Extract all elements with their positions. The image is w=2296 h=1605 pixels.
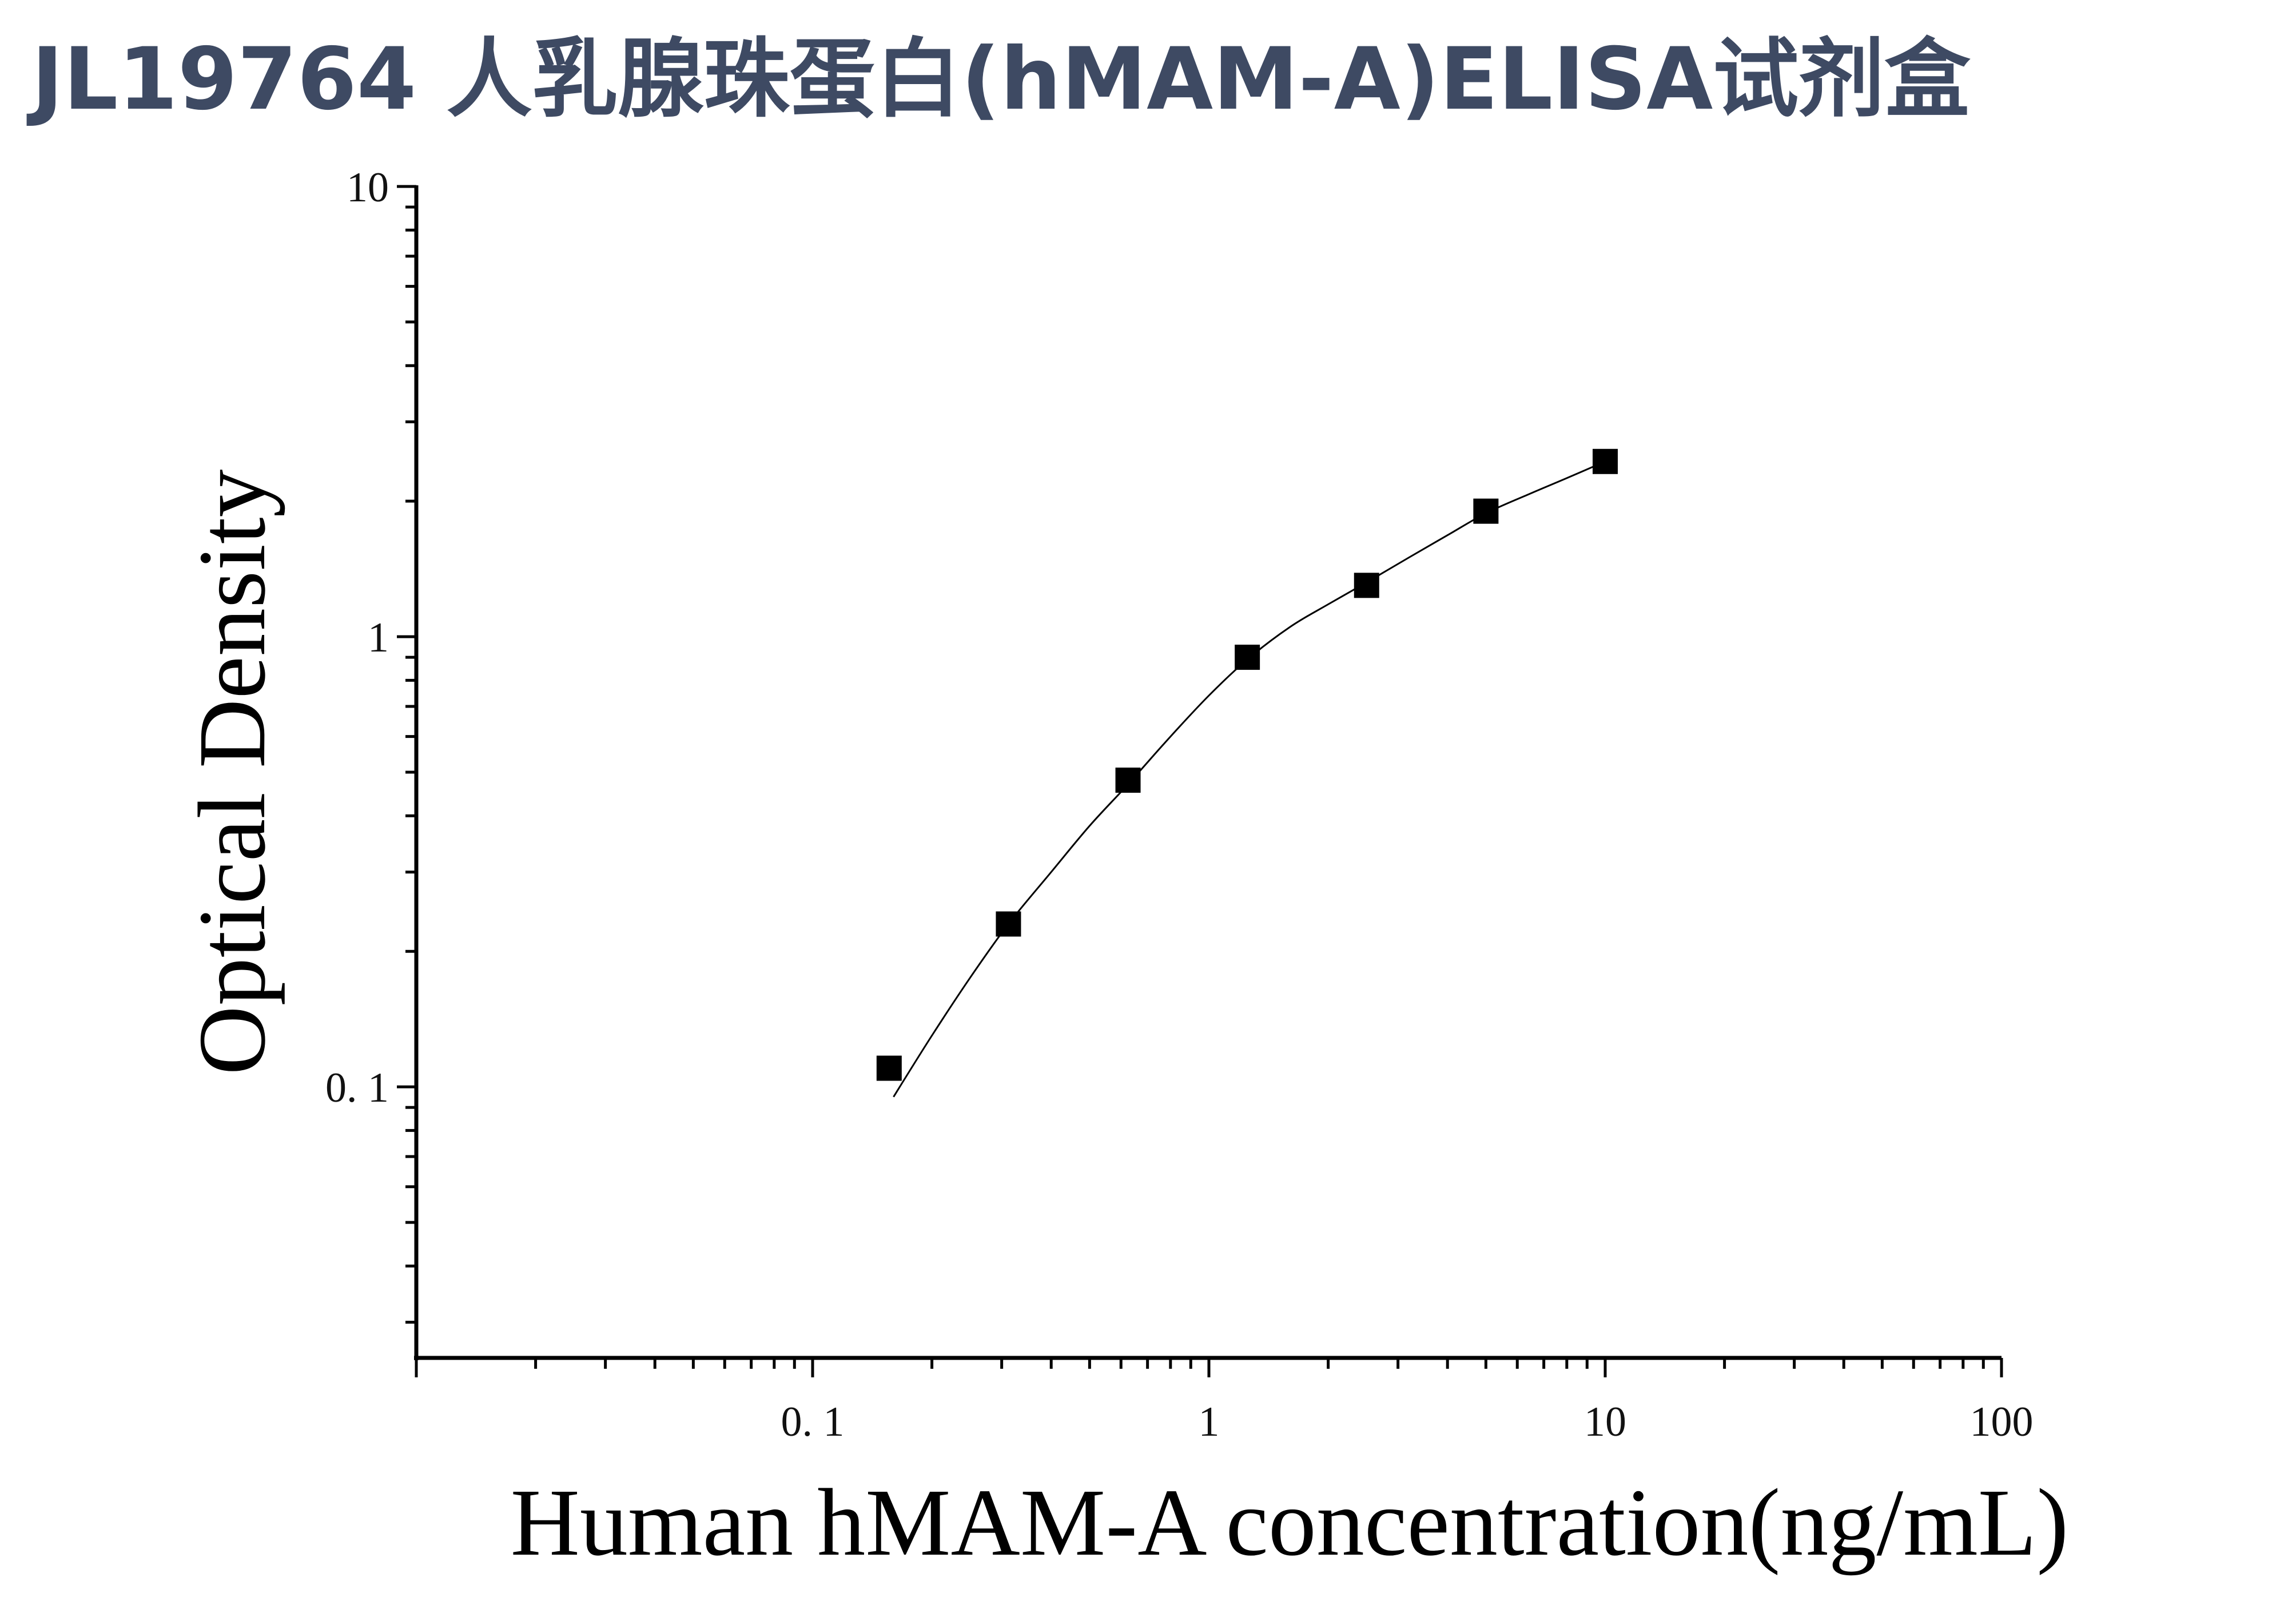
data-point <box>1473 498 1499 524</box>
x-axis-title: Human hMAM-A concentration(ng/mL) <box>511 1469 2069 1576</box>
x-tick-label: 1 <box>1199 1399 1220 1445</box>
y-tick-label: 10 <box>347 164 389 211</box>
x-tick-label: 0. 1 <box>781 1399 845 1445</box>
x-tick-label: 100 <box>1970 1399 2034 1445</box>
axes-layer: 0. 1 1 10 100 10 1 0. 1 <box>325 164 2034 1445</box>
fit-curve-layer <box>893 460 1606 1098</box>
data-point <box>1235 645 1260 670</box>
x-tick-label: 10 <box>1584 1399 1626 1445</box>
data-point <box>1115 767 1141 793</box>
fit-curve-line <box>893 460 1606 1098</box>
data-points-layer <box>876 448 1618 1081</box>
y-tick-label: 1 <box>368 614 389 661</box>
data-point <box>1354 573 1379 598</box>
y-tick-label: 0. 1 <box>325 1064 389 1111</box>
chart-title: JL19764 人乳腺珠蛋白(hMAM-A)ELISA试剂盒 <box>26 30 1971 129</box>
data-point <box>996 911 1021 937</box>
data-point <box>876 1055 902 1081</box>
y-axis-title: Optical Density <box>179 469 285 1075</box>
data-point <box>1593 448 1618 474</box>
